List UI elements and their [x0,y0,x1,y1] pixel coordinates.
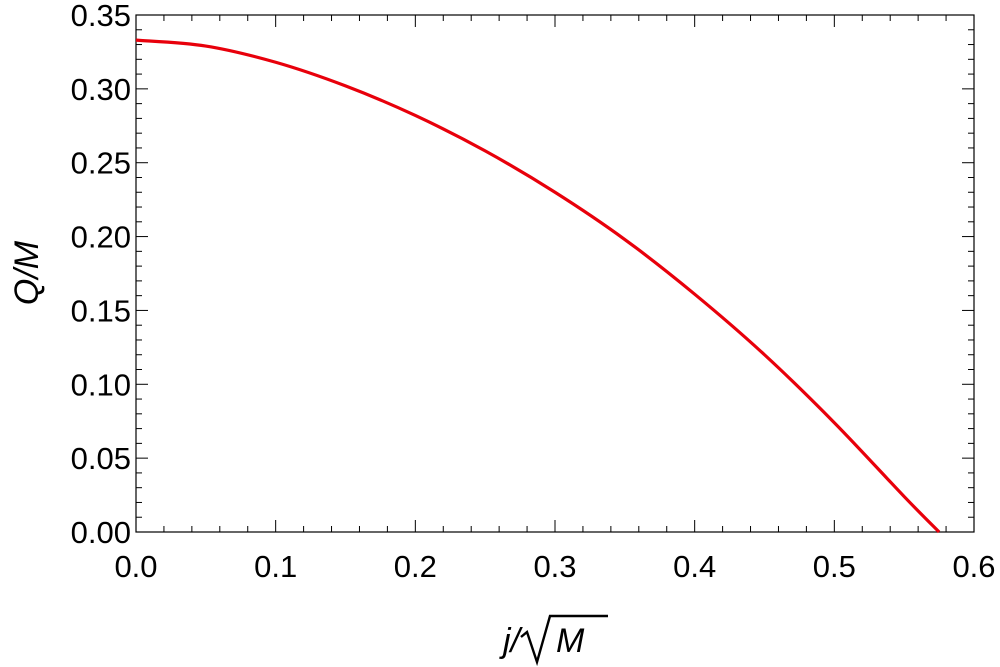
series-layer [135,38,941,534]
y-tick-label: 0.25 [71,146,131,181]
x-tick-label: 0.4 [673,549,716,584]
tick-marks [135,14,975,533]
y-axis-title: Q/M [8,240,46,305]
x-tick-label: 0.6 [952,549,995,584]
x-axis-title-radicand: M [556,622,585,660]
x-tick-label: 0.0 [114,549,157,584]
y-tick-labels: 0.00 0.05 0.10 0.15 0.20 0.25 0.30 0.35 [71,0,131,550]
y-tick-label: 0.00 [71,515,131,550]
x-axis-title-prefix: j/ [499,622,524,660]
x-tick-label: 0.1 [254,549,297,584]
y-tick-label: 0.35 [71,0,131,33]
x-tick-label: 0.3 [533,549,576,584]
y-tick-label: 0.20 [71,220,131,255]
y-tick-label: 0.05 [71,441,131,476]
x-tick-label: 0.2 [394,549,437,584]
plot-frame [135,14,975,533]
y-tick-label: 0.10 [71,367,131,402]
x-tick-labels: 0.0 0.1 0.2 0.3 0.4 0.5 0.6 [114,549,995,584]
y-tick-label: 0.30 [71,72,131,107]
sqrt-symbol [520,614,608,667]
x-tick-label: 0.5 [813,549,856,584]
series-line-0 [135,38,941,534]
x-axis-title: j/ M [499,614,608,667]
y-tick-label: 0.15 [71,293,131,328]
